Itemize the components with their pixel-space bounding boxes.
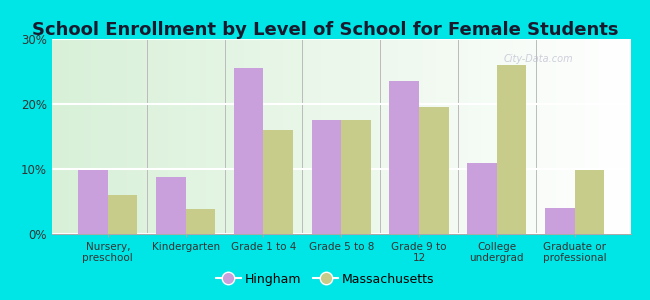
Bar <box>78 170 108 234</box>
Bar <box>341 120 370 234</box>
Bar <box>263 130 293 234</box>
Text: School Enrollment by Level of School for Female Students: School Enrollment by Level of School for… <box>32 21 618 39</box>
Bar <box>467 163 497 234</box>
Bar <box>186 209 215 234</box>
Bar <box>156 177 186 234</box>
Bar <box>497 65 526 234</box>
Bar <box>575 170 604 234</box>
Bar <box>389 81 419 234</box>
Bar <box>545 208 575 234</box>
Legend: Hingham, Massachusetts: Hingham, Massachusetts <box>211 268 439 291</box>
Text: City-Data.com: City-Data.com <box>503 54 573 64</box>
Bar <box>312 120 341 234</box>
Bar <box>234 68 263 234</box>
Bar <box>108 195 137 234</box>
Bar <box>419 107 448 234</box>
